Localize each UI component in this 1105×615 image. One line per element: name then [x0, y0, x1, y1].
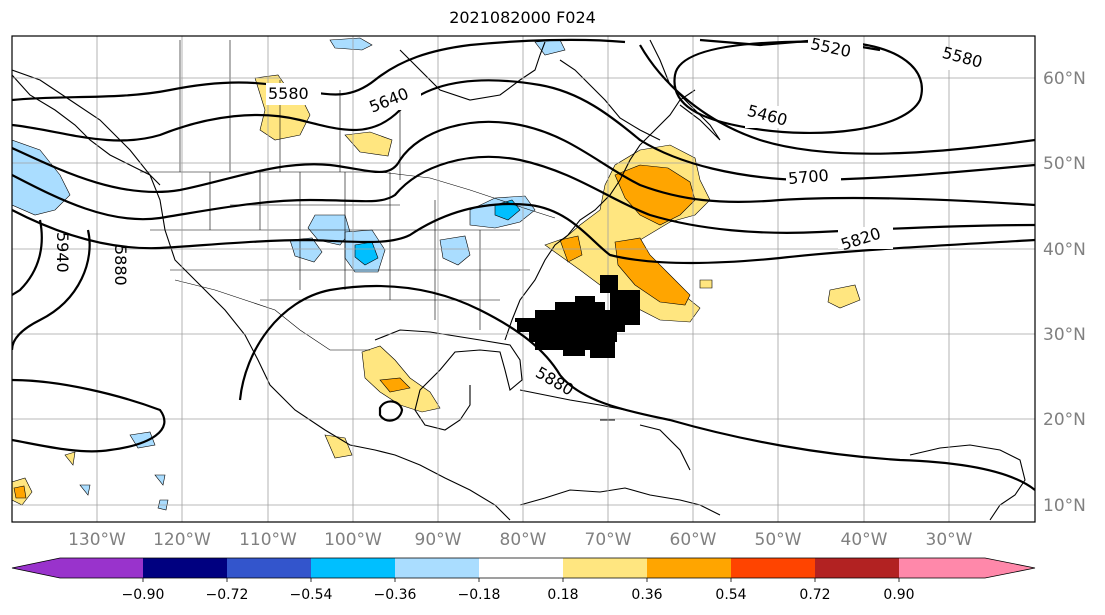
orange-anomaly-pacific-sw [13, 485, 27, 499]
colorbar-tick-label: −0.90 [122, 587, 165, 603]
contour-5760 [12, 155, 1035, 234]
coast-alaska [12, 74, 161, 186]
contour-label-5700: 5700 [787, 166, 829, 188]
contour-5580-east [639, 44, 1035, 155]
yellow-anomaly-atlantic-east-2 [699, 279, 713, 289]
contour-labels: 5520 5580 5460 5580 5640 5700 5820 5940 … [53, 36, 995, 400]
colorbar-bin [563, 558, 647, 578]
contour-small-low [378, 400, 404, 422]
colorbar-bin [899, 558, 985, 578]
colorbar-bin [227, 558, 311, 578]
border-states-1 [209, 172, 481, 330]
lon-label: 50°W [755, 530, 802, 550]
yellow-anomaly-mexico-2 [324, 434, 353, 459]
blue-anomaly-pacific-south-4 [79, 484, 91, 496]
lon-label: 100°W [324, 530, 382, 550]
colorbar-tick-label: −0.54 [290, 587, 333, 603]
contour-5700 [12, 120, 1035, 207]
lat-label: 60°N [1043, 69, 1086, 89]
storm-marker-sw [535, 335, 550, 350]
contour-5940 [12, 219, 43, 296]
blue-anomaly-iowa [289, 237, 323, 263]
lon-label: 70°W [585, 530, 632, 550]
coast-east-us [504, 89, 696, 341]
border-canada-provinces [179, 40, 401, 180]
lon-label: 30°W [926, 530, 973, 550]
colorbar: −0.90 −0.72 −0.54 −0.36 −0.18 0.18 0.36 … [11, 557, 1036, 603]
storm-marker-se [590, 340, 615, 358]
contour-5880-south [238, 285, 1035, 491]
contour-label-5880-west: 5880 [111, 245, 130, 286]
storm-markers [515, 275, 640, 358]
longitude-labels: 130°W 120°W 110°W 100°W 90°W 80°W 70°W 6… [68, 530, 973, 550]
colorbar-tick-label: 0.54 [715, 587, 746, 603]
map-frame [11, 35, 1036, 523]
lat-label: 40°N [1043, 240, 1086, 260]
map-title: 2021082000 F024 [449, 8, 596, 27]
colorbar-bin [647, 558, 731, 578]
colorbar-tick-label: −0.18 [458, 587, 501, 603]
colorbar-extend-min [12, 558, 60, 578]
colorbar-tick-label: 0.18 [547, 587, 578, 603]
colorbar-extend-max [985, 558, 1035, 578]
border-states-2 [150, 204, 530, 301]
lat-label: 10°N [1043, 496, 1086, 516]
orange-anomaly-mexico [379, 377, 411, 393]
colorbar-outline [11, 557, 1036, 579]
contour-5580-west [12, 38, 626, 102]
border-us-mexico [174, 279, 370, 351]
lat-label: 50°N [1043, 154, 1086, 174]
lat-label: 30°N [1043, 325, 1086, 345]
colorbar-bin [311, 558, 395, 578]
orange-anomaly-offshore [614, 237, 691, 306]
lon-label: 120°W [153, 530, 211, 550]
colorbar-tick-label: 0.90 [883, 587, 914, 603]
colorbar-bin [815, 558, 899, 578]
colorbar-bin [479, 558, 563, 578]
blue-anomaly-ohio [439, 235, 471, 266]
yellow-anomaly-canada-mid [344, 131, 393, 157]
colorbar-tick-label: 0.36 [631, 587, 662, 603]
lat-label: 20°N [1043, 410, 1086, 430]
yellow-anomaly-pacific-s [64, 451, 76, 466]
colorbar-tick-label: −0.36 [374, 587, 417, 603]
coast-north-america-west [12, 69, 511, 521]
latitude-labels: 60°N 50°N 40°N 30°N 20°N 10°N [1043, 69, 1086, 516]
storm-marker-east [610, 290, 640, 325]
colorbar-bin [395, 558, 479, 578]
contour-5820 [12, 202, 1035, 265]
colorbar-bin [731, 558, 815, 578]
lon-label: 40°W [841, 530, 888, 550]
contour-5460-low [673, 40, 923, 135]
shaded-anomalies [12, 37, 861, 511]
contour-label-5580-west: 5580 [268, 84, 309, 103]
storm-marker-ne [600, 275, 618, 293]
colorbar-bin [60, 558, 143, 578]
contour-label-5940: 5940 [53, 232, 72, 273]
lon-label: 80°W [500, 530, 547, 550]
coast-africa [909, 444, 1026, 521]
coast-hudson [399, 41, 546, 101]
coast-labrador [559, 59, 661, 141]
yellow-anomaly-atlantic-east [827, 284, 861, 309]
lon-label: 60°W [670, 530, 717, 550]
blue-anomaly-pacific-south-2 [154, 474, 166, 486]
colorbar-tick-label: 0.72 [799, 587, 830, 603]
lon-label: 130°W [68, 530, 126, 550]
map-area: 5520 5580 5460 5580 5640 5700 5820 5940 … [12, 36, 1035, 522]
lon-label: 110°W [239, 530, 297, 550]
colorbar-bin [143, 558, 227, 578]
lon-label: 90°W [415, 530, 462, 550]
contour-5880-ridge [12, 229, 91, 351]
colorbar-tick-label: −0.72 [206, 587, 249, 603]
contour-5880-main [12, 378, 166, 453]
blue-anomaly-canada-north [329, 37, 373, 51]
